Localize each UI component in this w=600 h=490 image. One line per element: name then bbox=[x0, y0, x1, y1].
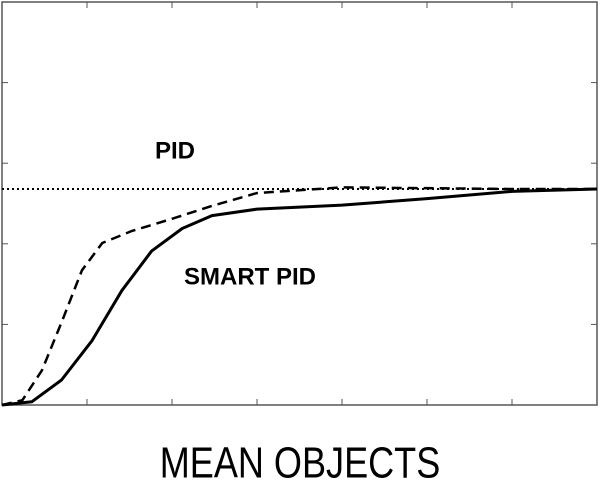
x-axis-label: MEAN OBJECTS bbox=[160, 438, 441, 487]
series-label: SMART PID bbox=[184, 263, 316, 290]
line-series bbox=[1, 187, 598, 407]
line-series bbox=[1, 186, 597, 407]
plot-frame bbox=[1, 1, 598, 406]
series-label: PID bbox=[155, 137, 195, 164]
